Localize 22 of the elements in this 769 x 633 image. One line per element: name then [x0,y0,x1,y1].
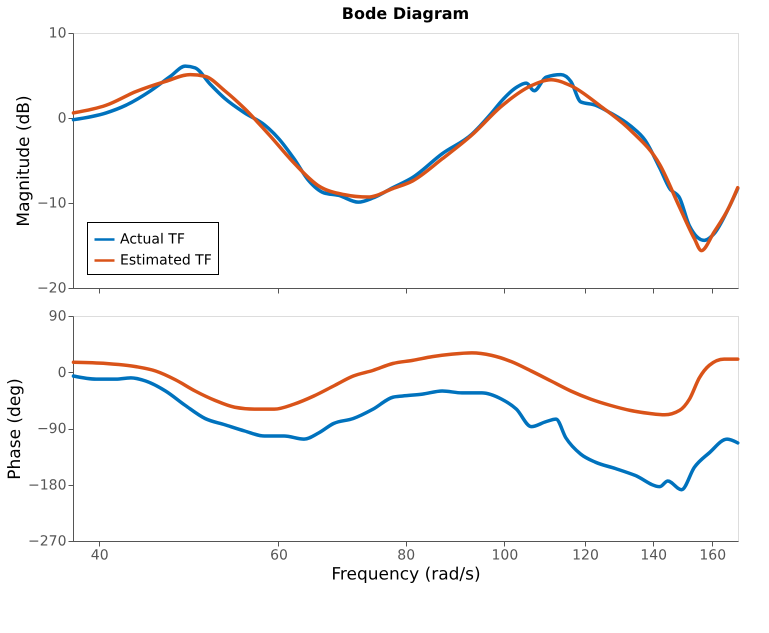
y-tick-label: 0 [58,110,66,126]
x-tick-label: 80 [397,548,416,564]
legend-label: Estimated TF [120,252,212,268]
y-tick-label: −20 [36,280,66,296]
y-tick-label: −180 [28,477,66,494]
y-tick-label: 90 [48,308,66,324]
x-axis-title: Frequency (rad/s) [331,564,481,584]
y-axis-title: Phase (deg) [5,378,26,480]
x-tick-label: 100 [492,548,518,564]
x-tick-label: 60 [270,548,288,564]
y-tick-label: 0 [58,364,66,381]
x-tick-label: 160 [699,548,726,564]
legend-label: Actual TF [120,232,185,248]
y-tick-label: 10 [48,26,66,42]
x-tick-label: 140 [640,548,668,564]
y-tick-label: −270 [28,534,66,550]
chart-title: Bode Diagram [342,4,470,23]
x-tick-label: 120 [572,548,599,564]
y-axis-title: Magnitude (dB) [14,95,34,227]
y-tick-label: −10 [36,196,66,212]
x-tick-label: 40 [90,548,109,564]
y-tick-label: −90 [36,421,66,437]
